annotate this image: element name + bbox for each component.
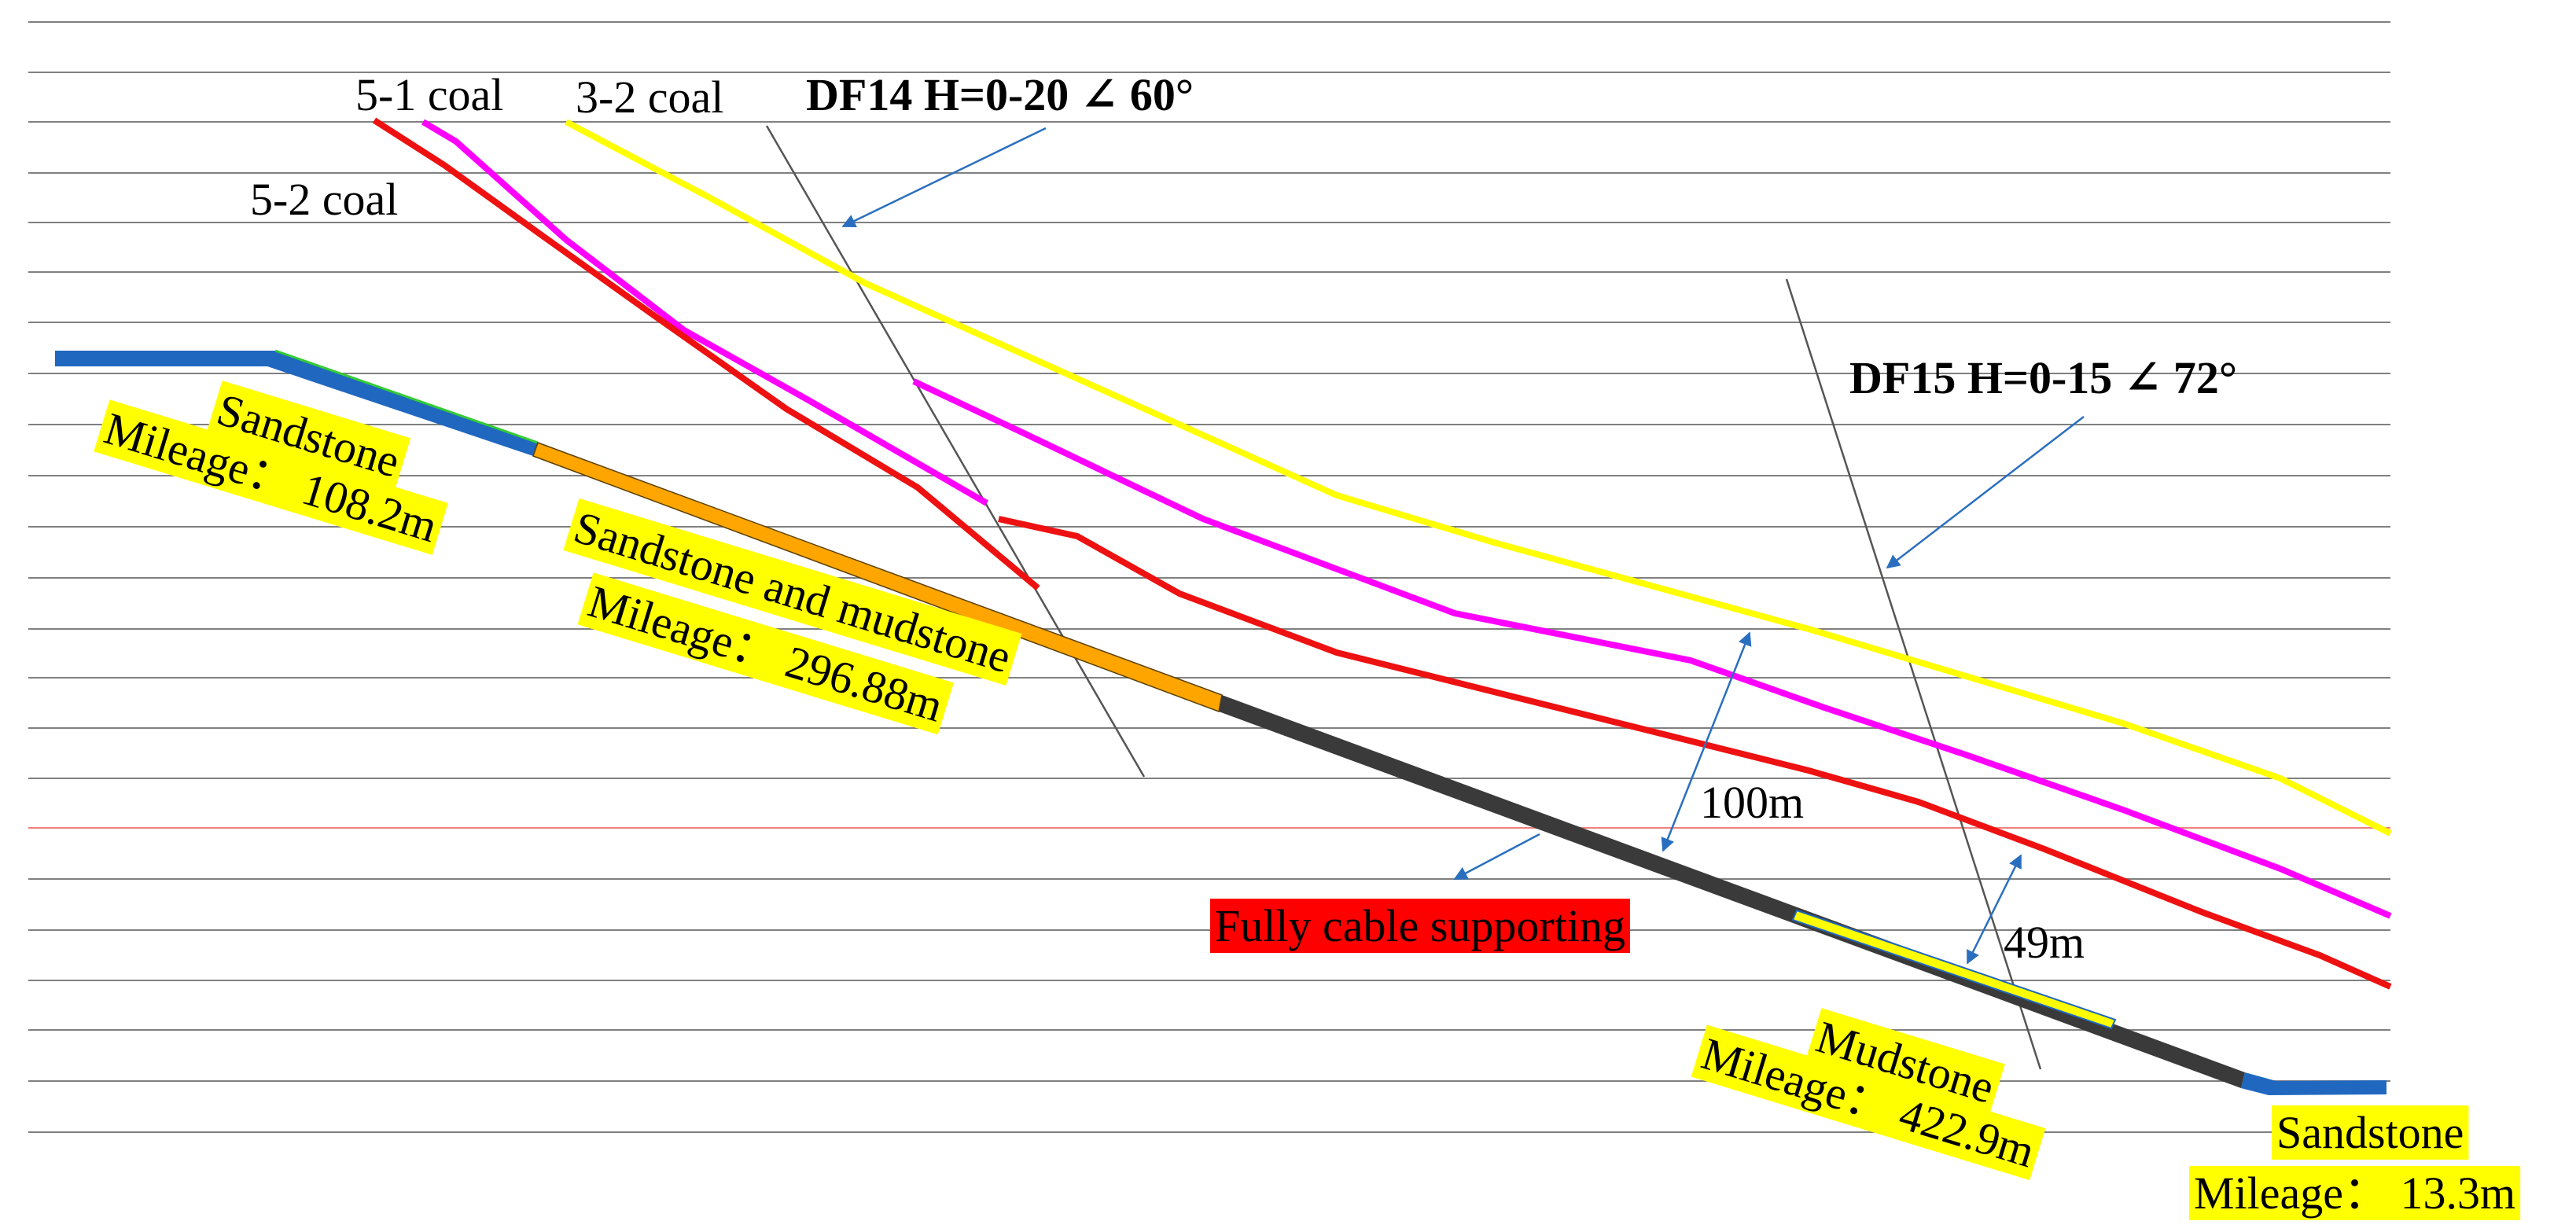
seam-5-2-label: 5-2 coal: [250, 174, 398, 225]
seg2-mileage-bg: [577, 572, 954, 735]
support-label-bg: [1210, 899, 1630, 953]
seg1-labels: Sandstone Mileage： 108.2m: [94, 381, 448, 555]
seam-5-1-upper-line: [421, 119, 989, 506]
seg4-rock-bg: [2272, 1105, 2469, 1160]
seg1-mileage-bg: [94, 399, 448, 555]
fault-df14-label: DF14 H=0-20 ∠ 60°: [806, 69, 1194, 120]
support-pointer-arrow: [1453, 833, 1540, 881]
roadway-green-edge: [274, 349, 539, 444]
fault-df14-line: [765, 125, 1146, 778]
seg4-mileage-label: Mileage： 13.3m: [2194, 1168, 2515, 1219]
support-label: Fully cable supporting: [1215, 900, 1625, 951]
seam-5-1-lower-line: [912, 378, 2392, 919]
roadway-sandstone-start: [55, 351, 538, 456]
seg2-rock-bg: [563, 498, 1022, 686]
distance-49m-label: 49m: [2004, 917, 2085, 968]
distance-100m-arrow: [1661, 631, 1752, 852]
df15-pointer-arrow: [1886, 416, 2085, 569]
df14-pointer-arrow: [841, 127, 1047, 228]
seam-5-1-label: 5-1 coal: [355, 69, 503, 120]
distance-100m-label: 100m: [1700, 777, 1804, 828]
seg4-rock-label: Sandstone: [2276, 1107, 2464, 1158]
seg4-labels: Sandstone Mileage： 13.3m: [2189, 1105, 2521, 1220]
roadway-sandstone-end: [2241, 1072, 2386, 1095]
roadway-mudstone: [1219, 695, 2245, 1088]
seg3-labels: Mudstone Mileage： 422.9m: [1691, 1008, 2046, 1181]
seam-5-2-upper-line: [372, 117, 1040, 591]
seam-3-2-line: [565, 119, 2392, 837]
seg4-mileage-bg: [2189, 1166, 2521, 1220]
seam-3-2-label: 3-2 coal: [576, 72, 723, 123]
distance-49m-arrow: [1966, 854, 2022, 965]
seam-5-2-lower-line: [998, 516, 2392, 990]
roadway-mudstone-highlight: [1791, 909, 2117, 1030]
seg3-rock-bg: [1805, 1008, 2005, 1116]
seg3-mileage-bg: [1691, 1024, 2046, 1181]
seg1-rock-bg: [206, 381, 411, 491]
fault-df15-label: DF15 H=0-15 ∠ 72°: [1849, 352, 2237, 403]
support-label-group: Fully cable supporting: [1210, 899, 1630, 953]
